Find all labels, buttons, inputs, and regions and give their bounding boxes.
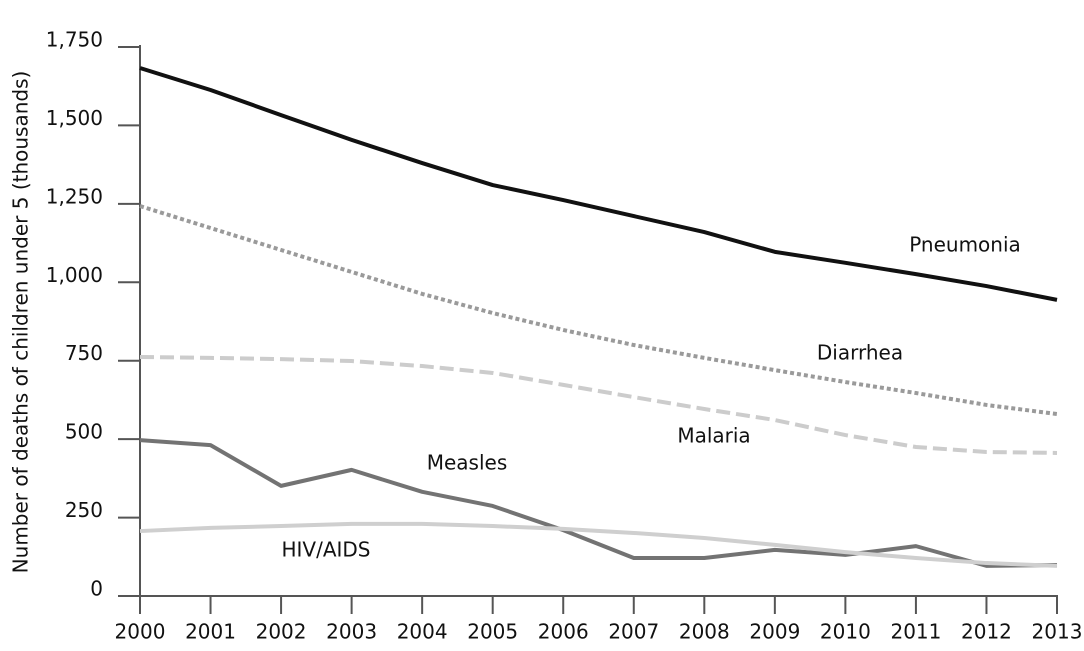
x-tick-label: 2004: [397, 620, 448, 644]
y-tick-label: 750: [65, 341, 103, 365]
y-tick-label: 0: [90, 577, 103, 601]
x-tick-label: 2007: [608, 620, 659, 644]
series-label: Malaria: [677, 424, 750, 448]
x-tick-label: 2005: [467, 620, 518, 644]
series-line: [139, 438, 1058, 568]
x-tick-label: 2012: [961, 620, 1012, 644]
y-tick-label: 1,250: [46, 184, 103, 208]
series-label: Diarrhea: [817, 341, 903, 365]
series-label: Measles: [427, 451, 508, 475]
series-label: Pneumonia: [909, 233, 1021, 257]
series-line: [139, 204, 1058, 417]
series-line: [139, 521, 1058, 568]
x-tick-label: 2006: [538, 620, 589, 644]
x-tick-label: 2003: [326, 620, 377, 644]
y-tick-label: 250: [65, 498, 103, 522]
x-tick-label: 2000: [115, 620, 166, 644]
series-line: [139, 66, 1058, 302]
x-tick-label: 2002: [256, 620, 307, 644]
x-tick-label: 2010: [820, 620, 871, 644]
x-tick-label: 2009: [749, 620, 800, 644]
y-axis-label: Number of deaths of children under 5 (th…: [9, 71, 33, 574]
series-line: [139, 354, 1058, 455]
series-label: HIV/AIDS: [281, 538, 370, 562]
y-tick-label: 1,500: [46, 106, 103, 130]
y-tick-label: 1,000: [46, 263, 103, 287]
x-tick-label: 2013: [1032, 620, 1083, 644]
x-tick-label: 2011: [890, 620, 941, 644]
x-tick-label: 2001: [185, 620, 236, 644]
y-tick-label: 500: [65, 420, 103, 444]
x-tick-label: 2008: [679, 620, 730, 644]
y-tick-label: 1,750: [46, 28, 103, 52]
